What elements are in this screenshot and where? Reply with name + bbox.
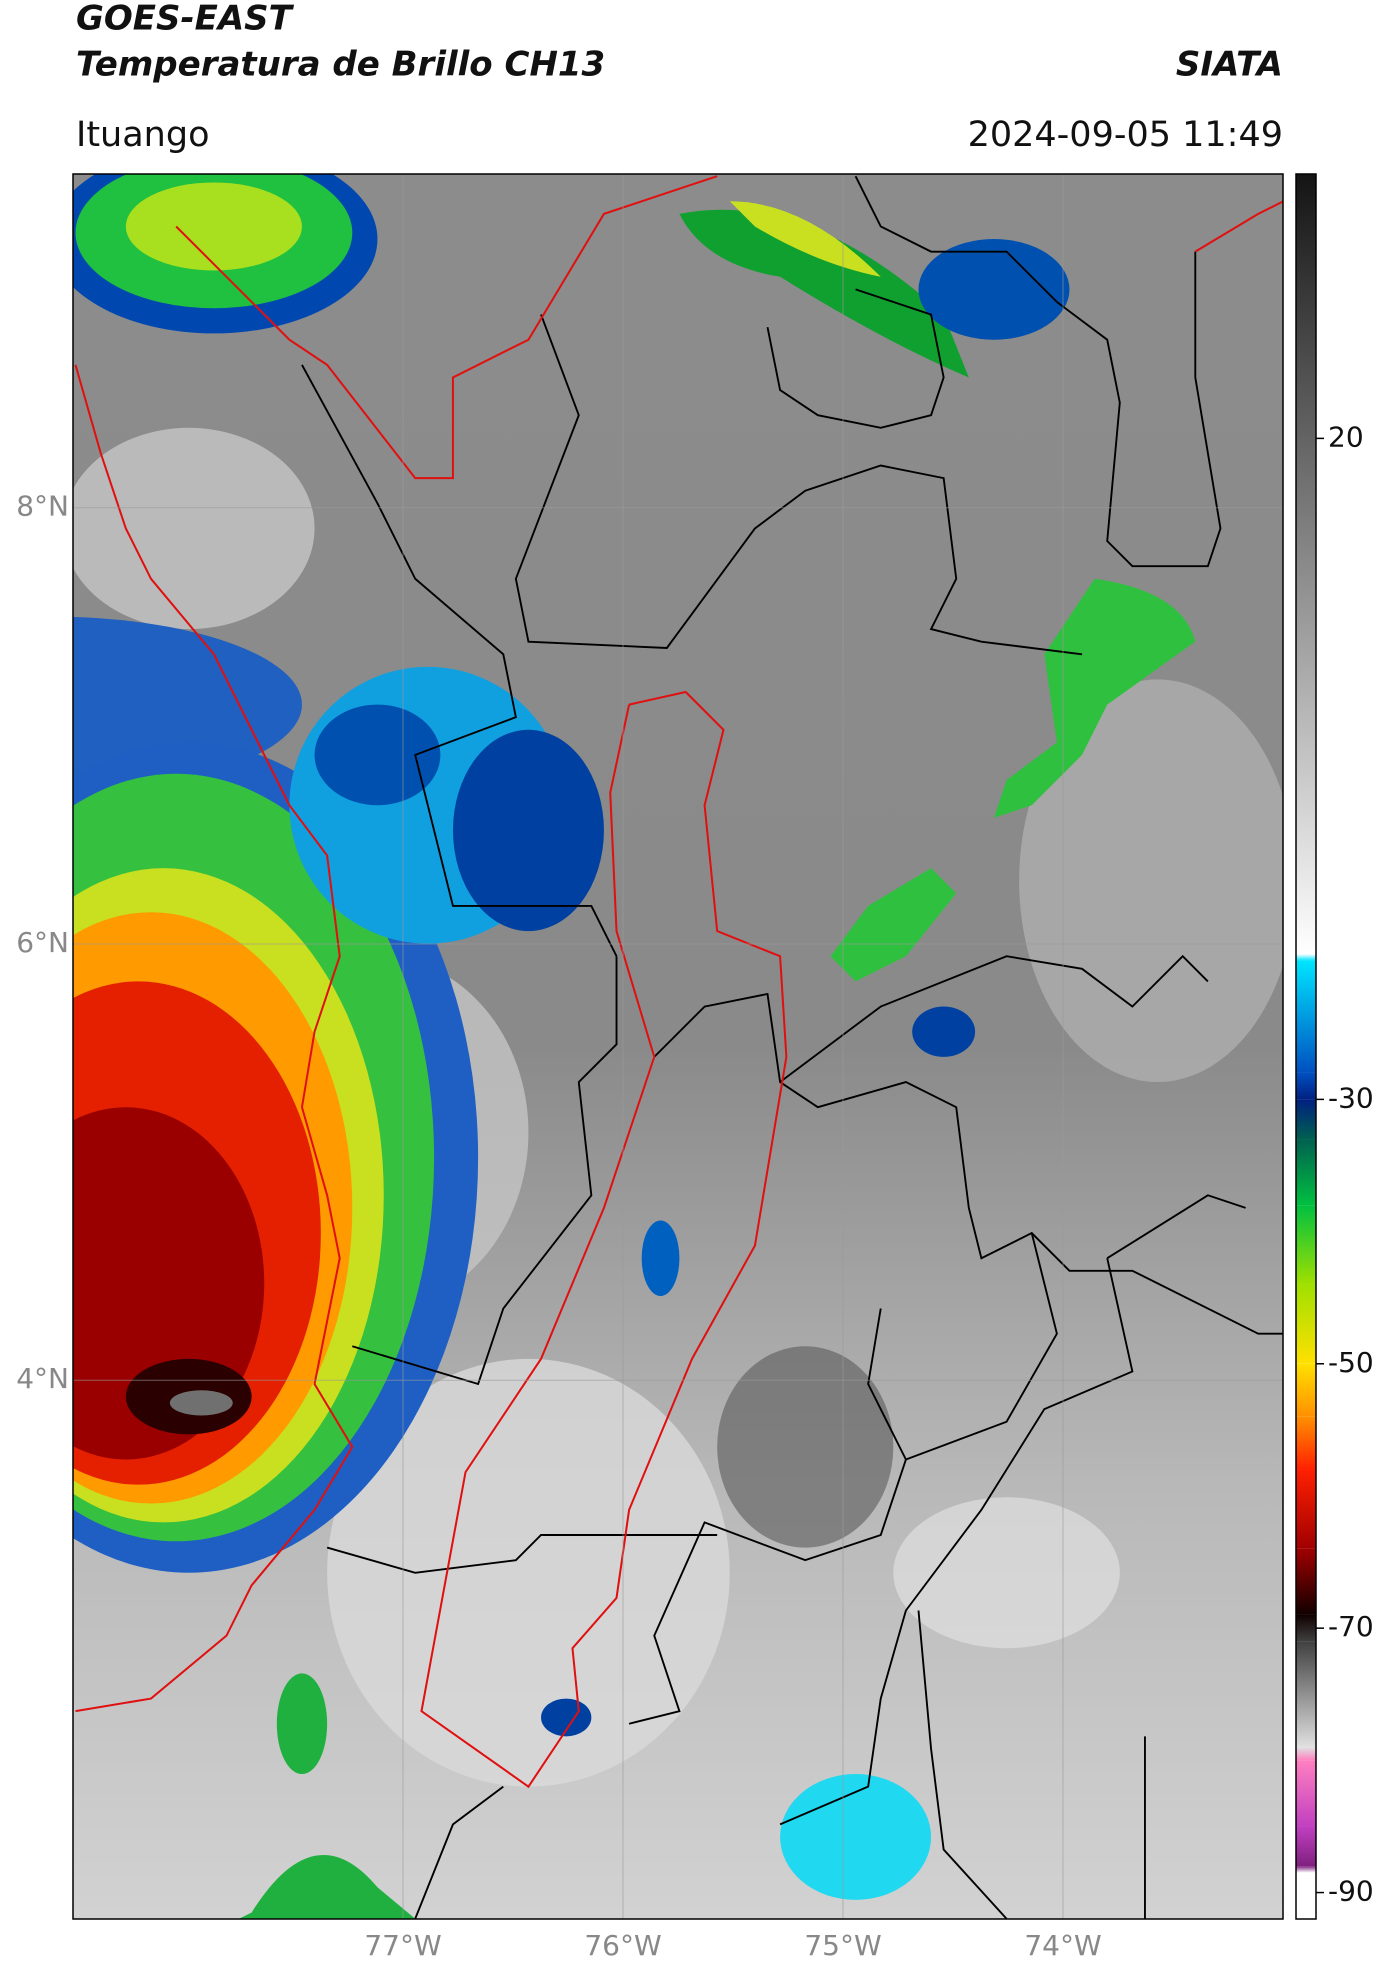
graticule — [73, 174, 1283, 1919]
colorbar-segment — [1296, 1139, 1316, 1206]
map-frame — [72, 173, 1284, 1920]
satellite-image — [73, 174, 1283, 1919]
colorbar-segment — [1296, 1363, 1316, 1417]
colorbar-segment — [1296, 1072, 1316, 1100]
colorbar-segment — [1296, 1469, 1316, 1549]
colorbar-segment — [1296, 1205, 1316, 1285]
colorbar-segment — [1296, 1284, 1316, 1364]
colorbar-segment — [1296, 1099, 1316, 1140]
subtitle: Temperatura de Brillo CH13 — [76, 45, 605, 85]
colorbar-segment — [1296, 953, 1316, 961]
colorbar-segment — [1296, 1416, 1316, 1470]
x-tick-label: 75°W — [804, 1929, 881, 1962]
colorbar-tick-label: 20 — [1328, 420, 1364, 453]
y-tick-label: 4°N — [16, 1362, 69, 1395]
colorbar-segment — [1296, 1866, 1316, 1873]
colorbar-tick-label: -90 — [1328, 1875, 1374, 1908]
colorbar-segment — [1296, 1548, 1316, 1615]
y-tick-label: 8°N — [16, 490, 69, 523]
colorbar-segment — [1296, 1641, 1316, 1748]
colorbar-segment — [1296, 1614, 1316, 1642]
colorbar-segment — [1296, 1760, 1316, 1827]
title: GOES-EAST — [76, 0, 295, 39]
colorbar-segment — [1296, 1747, 1316, 1761]
y-tick-label: 6°N — [16, 926, 69, 959]
colorbar — [1296, 174, 1316, 1919]
location: Ituango — [76, 115, 210, 155]
colorbar-frame — [1295, 173, 1317, 1920]
x-tick-label: 74°W — [1024, 1929, 1101, 1962]
x-tick-label: 76°W — [584, 1929, 661, 1962]
colorbar-tick-label: -30 — [1328, 1081, 1374, 1114]
colorbar-segment — [1296, 1826, 1316, 1867]
colorbar-segment — [1296, 960, 1316, 1073]
colorbar-tick-label: -70 — [1328, 1610, 1374, 1643]
colorbar-segment — [1296, 1872, 1316, 1919]
source: SIATA — [1176, 45, 1283, 85]
colorbar-segment — [1296, 174, 1316, 954]
colorbar-tick-label: -50 — [1328, 1346, 1374, 1379]
timestamp: 2024-09-05 11:49 — [968, 115, 1283, 155]
x-tick-label: 77°W — [364, 1929, 441, 1962]
